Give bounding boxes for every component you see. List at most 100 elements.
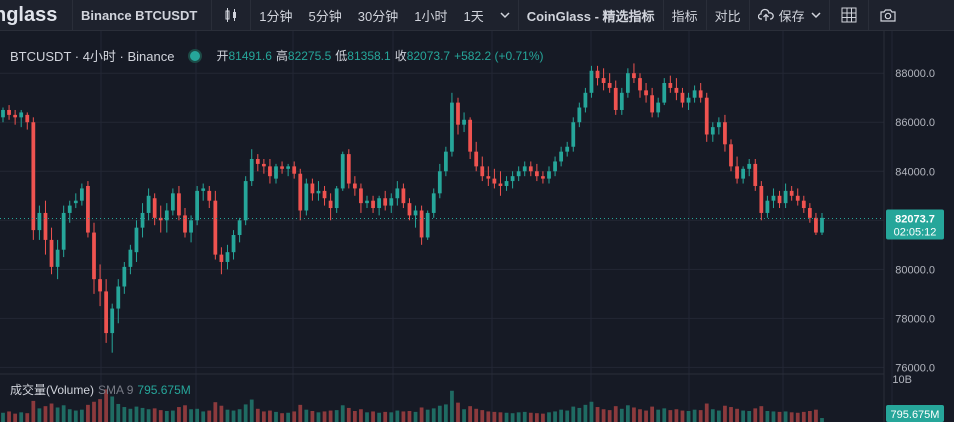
volume-bar: [207, 410, 212, 422]
candle-body: [516, 171, 521, 177]
save-button[interactable]: 保存: [750, 0, 829, 30]
volume-bar: [170, 410, 175, 422]
candle-body: [207, 190, 212, 201]
volume-bar: [19, 412, 24, 422]
volume-bar: [158, 410, 163, 422]
countdown-label: 02:05:12: [894, 226, 937, 238]
candle-body: [249, 159, 254, 182]
candle-body: [1, 109, 5, 118]
divider: [211, 0, 213, 30]
candle-body: [316, 190, 321, 194]
candle-body: [680, 92, 685, 103]
candle-body: [632, 73, 636, 79]
volume-bar: [668, 410, 673, 422]
interval-30m[interactable]: 30分钟: [357, 8, 399, 24]
candle-type-icon[interactable]: [212, 0, 250, 30]
volume-bar: [625, 405, 630, 422]
candle-body: [474, 151, 479, 167]
volume-bar: [413, 411, 418, 422]
volume-bar: [249, 399, 254, 422]
candle-body: [122, 266, 127, 287]
volume-bar: [164, 411, 169, 422]
candle-body: [189, 220, 193, 233]
price-tick-label: 78000.0: [895, 313, 935, 325]
candle-body: [55, 249, 60, 267]
candle-body: [534, 171, 539, 177]
divider: [72, 0, 73, 30]
symbol-selector[interactable]: Binance BTCUSDT: [81, 7, 198, 23]
volume-bar: [286, 412, 291, 422]
candle-body: [31, 122, 36, 231]
candle-body: [140, 212, 145, 228]
close-label: 收: [394, 49, 407, 63]
volume-bar: [456, 402, 460, 422]
candle-body: [498, 183, 503, 186]
candle-body: [322, 190, 327, 199]
volume-bar: [383, 411, 388, 422]
volume-bar: [122, 407, 127, 422]
volume-bar: [225, 409, 230, 422]
high-value: 82275.5: [287, 48, 332, 63]
top-toolbar: nglass Binance BTCUSDT 1分钟 5分钟 30分钟 1小时 …: [0, 0, 954, 31]
candle-body: [49, 239, 54, 267]
layout-grid-icon[interactable]: [830, 0, 868, 30]
volume-bar: [328, 410, 333, 422]
candle-body: [67, 205, 72, 213]
volume-bar: [680, 410, 685, 422]
volume-bar: [310, 411, 315, 422]
candle-body: [292, 166, 297, 174]
candle-body: [723, 122, 727, 145]
candle-body: [522, 166, 527, 172]
volume-bar: [377, 412, 382, 422]
candle-body: [328, 200, 333, 209]
interval-dropdown[interactable]: [492, 0, 518, 30]
featured-indicators-button[interactable]: CoinGlass - 精选指标: [526, 8, 655, 24]
volume-bar: [401, 411, 406, 422]
indicators-button[interactable]: 指标: [671, 8, 698, 24]
volume-bar: [480, 410, 485, 422]
volume-bar: [777, 411, 782, 422]
price-chart[interactable]: 88000.086000.084000.082000.080000.078000…: [0, 31, 954, 422]
candle-body: [98, 279, 102, 292]
volume-bar: [510, 413, 515, 422]
volume-bar: [201, 411, 206, 422]
candle-body: [771, 195, 776, 201]
brand-logo: nglass: [0, 3, 58, 26]
candle-body: [255, 159, 260, 164]
volume-bar: [407, 411, 412, 422]
compare-button[interactable]: 对比: [714, 8, 741, 24]
volume-bar: [104, 389, 109, 422]
interval-1m[interactable]: 1分钟: [259, 8, 293, 24]
volume-legend: 成交量(Volume) SMA 9 795.675M: [10, 381, 191, 398]
volume-bar: [492, 411, 497, 422]
camera-icon[interactable]: [869, 0, 907, 30]
price-tick-label: 84000.0: [895, 166, 935, 178]
interval-1d[interactable]: 1天: [463, 8, 484, 24]
candle-body: [541, 176, 545, 179]
candle-body: [729, 144, 733, 167]
ohlc-legend: BTCUSDT · 4小时 · Binance 开 81491.6 高 82275.…: [10, 46, 548, 65]
volume-bar: [674, 409, 679, 422]
chart-title: BTCUSDT · 4小时 · Binance: [10, 49, 175, 64]
volume-bar: [213, 402, 218, 422]
interval-1h[interactable]: 1小时: [414, 8, 448, 24]
candle-body: [686, 97, 691, 103]
interval-5m[interactable]: 5分钟: [308, 8, 342, 24]
volume-bar: [820, 418, 824, 422]
volume-title: 成交量(Volume): [10, 383, 95, 397]
volume-tick-label: 10B: [892, 374, 912, 386]
volume-bar: [662, 408, 667, 422]
candle-body: [389, 198, 394, 206]
candle-body: [595, 70, 600, 79]
volume-bar: [110, 396, 115, 422]
candle-body: [261, 163, 266, 167]
candle-body: [795, 195, 800, 201]
last-price-label: 82073.7: [895, 213, 935, 225]
candle-body: [37, 212, 42, 231]
candle-body: [607, 83, 612, 88]
volume-bar: [686, 411, 691, 422]
volume-bar: [389, 412, 394, 422]
volume-sma-label: SMA 9: [98, 383, 134, 397]
volume-bar: [474, 408, 479, 422]
volume-bar: [316, 412, 321, 422]
